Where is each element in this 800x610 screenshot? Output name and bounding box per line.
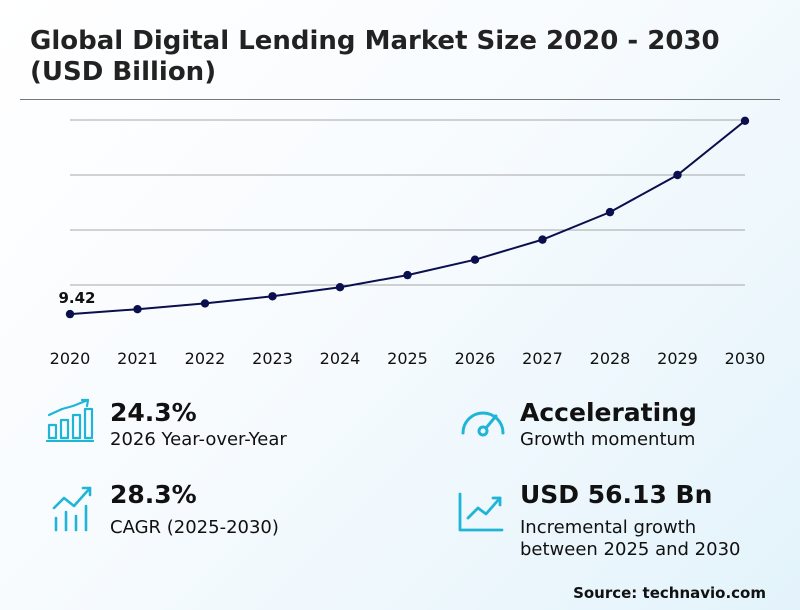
gridlines [70, 119, 745, 286]
line-chart: 2020 2021 2022 2023 2024 2025 2026 2027 2028 2029… [50, 116, 766, 368]
data-point [605, 207, 615, 217]
chart-title: Global Digital Lending Market Size 2020 … [30, 26, 720, 87]
bar-chart-growth-icon [46, 398, 94, 442]
kpi-value: USD 56.13 Bn [520, 480, 713, 509]
data-point [470, 255, 480, 264]
kpi-value: 28.3% [110, 480, 197, 509]
data-labels: 9.42 [58, 289, 95, 307]
data-point [538, 235, 547, 244]
x-axis-ticks: 2020 2021 2022 2023 2024 2025 2026 2027 2028 2029… [50, 349, 766, 368]
data-point [403, 270, 412, 280]
kpi-cagr: 28.3% CAGR (2025-2030) [50, 480, 380, 540]
kpi-incremental: USD 56.13 Bn Incremental growth between … [456, 480, 786, 564]
x-tick-label: 2029 [657, 349, 698, 368]
kpi-momentum: Accelerating Growth momentum [458, 398, 778, 458]
source-credit: Source: technavio.com [573, 584, 766, 602]
x-tick-label: 2022 [185, 349, 226, 368]
x-tick-label: 2026 [455, 349, 496, 368]
x-tick-label: 2027 [522, 349, 563, 368]
kpi-desc-line-1: Incremental growth [520, 517, 697, 538]
data-point [335, 283, 345, 292]
x-tick-label: 2020 [50, 349, 91, 368]
data-label: 9.42 [58, 289, 95, 307]
x-tick-label: 2028 [590, 349, 631, 368]
kpi-value: 24.3% [110, 398, 197, 427]
kpi-value: Accelerating [520, 398, 697, 427]
kpi-desc: Growth momentum [520, 429, 696, 450]
kpi-desc: 2026 Year-over-Year [110, 429, 287, 450]
data-points [65, 116, 750, 319]
data-point [65, 309, 75, 319]
x-tick-label: 2024 [320, 349, 361, 368]
speedometer-icon [461, 411, 505, 437]
data-point [133, 305, 142, 314]
growth-trend-icon [52, 486, 92, 532]
data-point [673, 170, 682, 180]
x-tick-label: 2023 [252, 349, 293, 368]
kpi-yoy: 24.3% 2026 Year-over-Year [46, 398, 376, 458]
x-tick-label: 2025 [387, 349, 428, 368]
kpi-desc: CAGR (2025-2030) [110, 517, 279, 538]
x-tick-label: 2021 [117, 349, 158, 368]
data-point [200, 299, 210, 308]
x-tick-label: 2030 [725, 349, 766, 368]
data-point [268, 292, 277, 301]
trend-line-chart-icon [458, 492, 504, 532]
title-divider [20, 99, 780, 100]
kpi-desc-line-2: between 2025 and 2030 [520, 539, 741, 560]
data-point [740, 116, 750, 126]
